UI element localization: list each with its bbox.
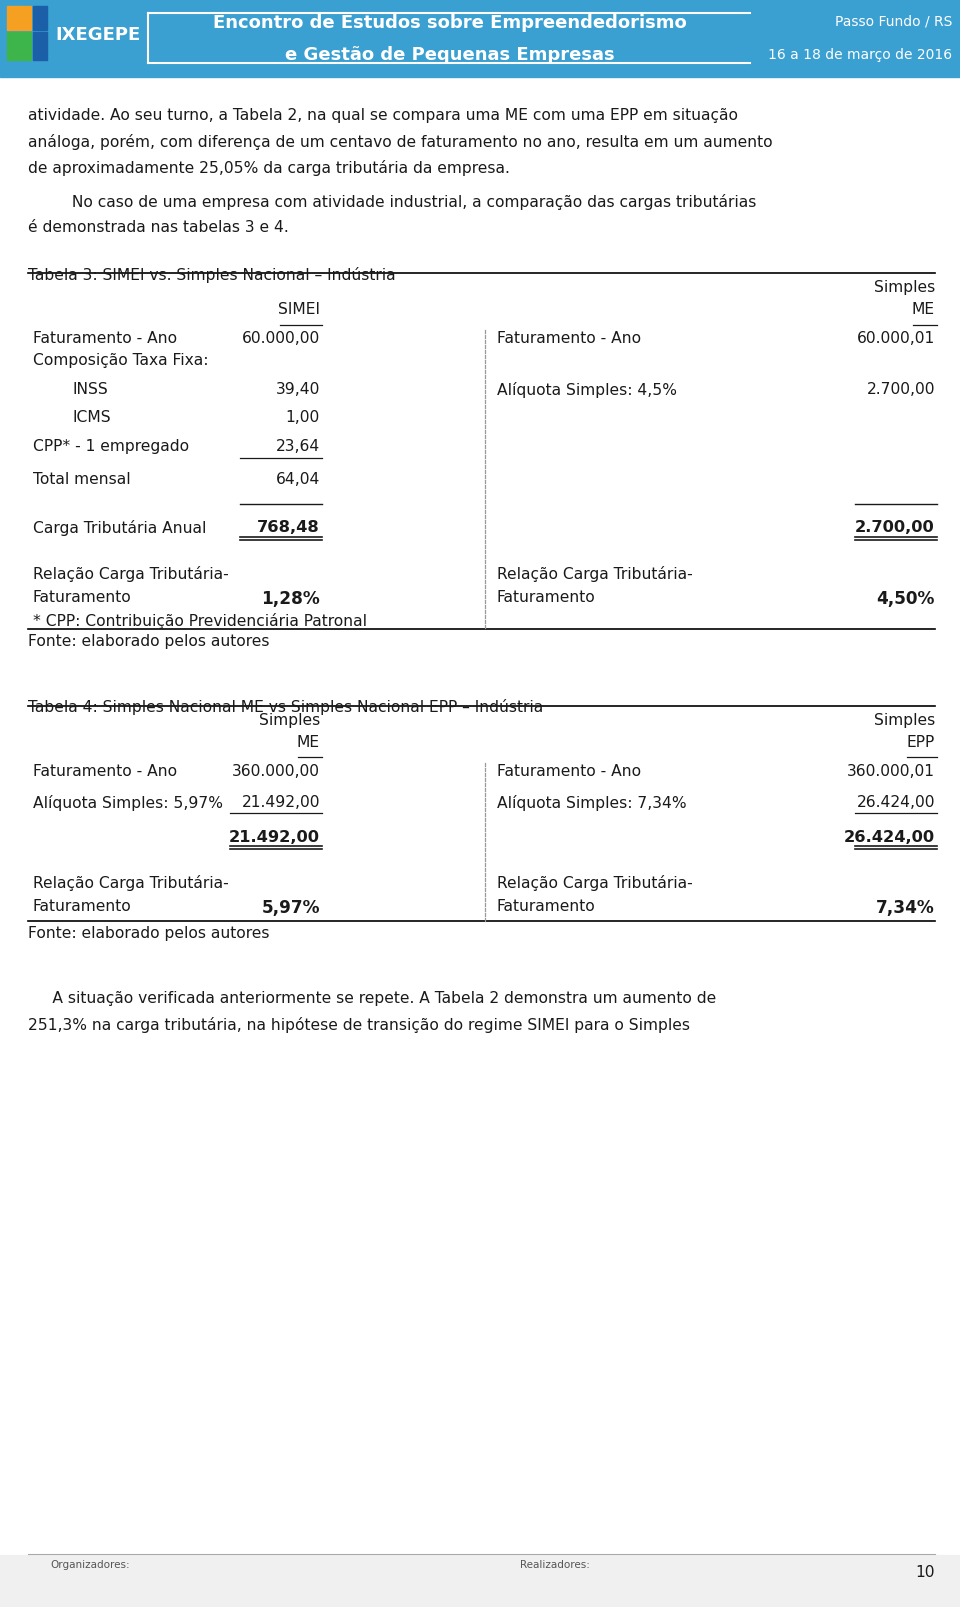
- Text: 39,40: 39,40: [276, 381, 320, 397]
- Text: 2.700,00: 2.700,00: [855, 519, 935, 534]
- Text: Organizadores:: Organizadores:: [50, 1559, 130, 1568]
- Text: 7,34%: 7,34%: [876, 898, 935, 916]
- Text: e Gestão de Pequenas Empresas: e Gestão de Pequenas Empresas: [285, 45, 614, 64]
- Text: Carga Tributária Anual: Carga Tributária Anual: [33, 519, 206, 535]
- Text: 4,50%: 4,50%: [876, 590, 935, 607]
- Text: Encontro de Estudos sobre Empreendedorismo: Encontro de Estudos sobre Empreendedoris…: [213, 14, 686, 32]
- Text: Alíquota Simples: 7,34%: Alíquota Simples: 7,34%: [497, 794, 686, 810]
- Text: Alíquota Simples: 4,5%: Alíquota Simples: 4,5%: [497, 381, 677, 397]
- Text: 251,3% na carga tributária, na hipótese de transição do regime SIMEI para o Simp: 251,3% na carga tributária, na hipótese …: [28, 1017, 690, 1033]
- Text: Tabela 3: SIMEI vs. Simples Nacional – Indústria: Tabela 3: SIMEI vs. Simples Nacional – I…: [28, 267, 396, 283]
- Text: Faturamento: Faturamento: [497, 590, 596, 604]
- Text: Simples: Simples: [874, 280, 935, 296]
- Text: Faturamento - Ano: Faturamento - Ano: [33, 763, 178, 778]
- Text: 360.000,01: 360.000,01: [847, 763, 935, 778]
- Text: Faturamento: Faturamento: [33, 898, 132, 913]
- Text: 21.492,00: 21.492,00: [229, 829, 320, 844]
- Text: 26.424,00: 26.424,00: [856, 794, 935, 810]
- Text: Realizadores:: Realizadores:: [520, 1559, 589, 1568]
- Text: 64,04: 64,04: [276, 471, 320, 487]
- Text: Relação Carga Tributária-: Relação Carga Tributária-: [497, 566, 693, 582]
- Bar: [33, 6, 47, 31]
- Text: IXEGEPE: IXEGEPE: [55, 26, 140, 43]
- Text: Composição Taxa Fixa:: Composição Taxa Fixa:: [33, 354, 208, 368]
- Text: 1,00: 1,00: [286, 410, 320, 426]
- Text: 16 a 18 de março de 2016: 16 a 18 de março de 2016: [768, 48, 952, 61]
- Text: 23,64: 23,64: [276, 439, 320, 453]
- Text: ICMS: ICMS: [73, 410, 111, 426]
- Bar: [0, 0, 960, 79]
- Text: Faturamento - Ano: Faturamento - Ano: [33, 331, 178, 346]
- Text: Fonte: elaborado pelos autores: Fonte: elaborado pelos autores: [28, 926, 270, 940]
- Text: Alíquota Simples: 5,97%: Alíquota Simples: 5,97%: [33, 794, 223, 810]
- Text: Relação Carga Tributária-: Relação Carga Tributária-: [33, 874, 228, 890]
- Text: 60.000,00: 60.000,00: [242, 331, 320, 346]
- Bar: [33, 34, 47, 61]
- Text: SIMEI: SIMEI: [278, 302, 320, 317]
- Text: 360.000,00: 360.000,00: [232, 763, 320, 778]
- Text: 1,28%: 1,28%: [261, 590, 320, 607]
- Text: ME: ME: [297, 734, 320, 749]
- Text: de aproximadamente 25,05% da carga tributária da empresa.: de aproximadamente 25,05% da carga tribu…: [28, 161, 510, 175]
- Text: Relação Carga Tributária-: Relação Carga Tributária-: [497, 874, 693, 890]
- Text: análoga, porém, com diferença de um centavo de faturamento no ano, resulta em um: análoga, porém, com diferença de um cent…: [28, 133, 773, 149]
- Text: Faturamento: Faturamento: [497, 898, 596, 913]
- Text: Total mensal: Total mensal: [33, 471, 131, 487]
- Text: Faturamento - Ano: Faturamento - Ano: [497, 331, 641, 346]
- Text: CPP* - 1 empregado: CPP* - 1 empregado: [33, 439, 189, 453]
- Text: Relação Carga Tributária-: Relação Carga Tributária-: [33, 566, 228, 582]
- Text: 26.424,00: 26.424,00: [844, 829, 935, 844]
- Text: Faturamento - Ano: Faturamento - Ano: [497, 763, 641, 778]
- Text: 768,48: 768,48: [257, 519, 320, 534]
- Text: 21.492,00: 21.492,00: [242, 794, 320, 810]
- Text: 5,97%: 5,97%: [261, 898, 320, 916]
- Text: No caso de uma empresa com atividade industrial, a comparação das cargas tributá: No caso de uma empresa com atividade ind…: [28, 194, 756, 209]
- Text: ME: ME: [912, 302, 935, 317]
- Text: é demonstrada nas tabelas 3 e 4.: é demonstrada nas tabelas 3 e 4.: [28, 220, 289, 235]
- Text: EPP: EPP: [907, 734, 935, 749]
- Bar: [7, 34, 31, 61]
- Bar: [7, 6, 31, 31]
- Text: 2.700,00: 2.700,00: [867, 381, 935, 397]
- Text: Simples: Simples: [259, 712, 320, 728]
- Text: 10: 10: [916, 1564, 935, 1580]
- Text: Simples: Simples: [874, 712, 935, 728]
- Text: Tabela 4: Simples Nacional ME vs Simples Nacional EPP – Indústria: Tabela 4: Simples Nacional ME vs Simples…: [28, 699, 543, 715]
- Text: Fonte: elaborado pelos autores: Fonte: elaborado pelos autores: [28, 633, 270, 649]
- Text: atividade. Ao seu turno, a Tabela 2, na qual se compara uma ME com uma EPP em si: atividade. Ao seu turno, a Tabela 2, na …: [28, 108, 738, 122]
- Text: INSS: INSS: [73, 381, 108, 397]
- Text: 60.000,01: 60.000,01: [856, 331, 935, 346]
- Bar: [0, 1556, 960, 1607]
- Text: A situação verificada anteriormente se repete. A Tabela 2 demonstra um aumento d: A situação verificada anteriormente se r…: [28, 990, 716, 1006]
- Text: Passo Fundo / RS: Passo Fundo / RS: [834, 14, 952, 29]
- Text: Faturamento: Faturamento: [33, 590, 132, 604]
- Text: * CPP: Contribuição Previdenciária Patronal: * CPP: Contribuição Previdenciária Patro…: [33, 612, 367, 628]
